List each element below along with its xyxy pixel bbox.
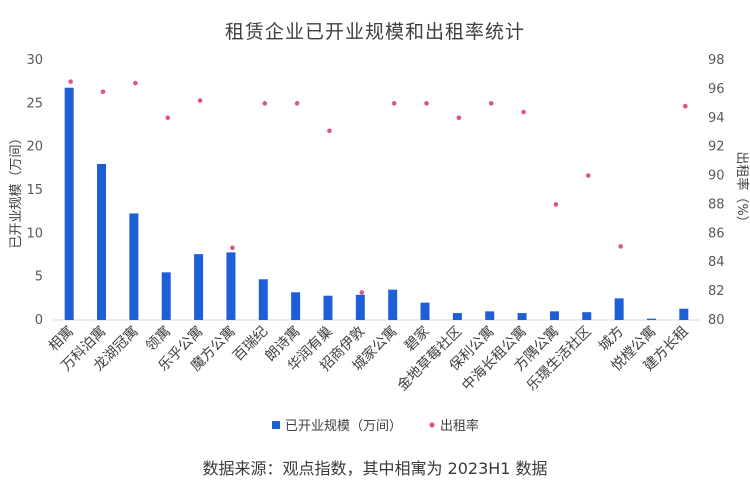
- bar: [161, 272, 171, 320]
- y-right-tick-label: 86: [708, 226, 725, 241]
- bar: [388, 289, 398, 320]
- left-axis: 0 5 10 15 20 25 30: [26, 53, 43, 328]
- scatter-point: [488, 101, 494, 106]
- y-left-tick-label: 20: [26, 140, 43, 155]
- bar: [485, 311, 495, 320]
- scatter-point: [391, 101, 397, 106]
- bar: [64, 87, 74, 320]
- y-right-tick-label: 88: [708, 197, 725, 212]
- legend: 已开业规模（万间） 出租率: [272, 418, 479, 434]
- y-left-tick-label: 25: [26, 96, 43, 111]
- bar: [97, 164, 107, 320]
- y-right-tick-label: 98: [708, 53, 725, 68]
- scatter-point: [327, 128, 332, 134]
- y-left-tick-label: 30: [26, 53, 43, 68]
- scatter-point: [683, 103, 688, 109]
- y-left-tick-label: 15: [26, 183, 43, 198]
- chart-title: 租赁企业已开业规模和出租率统计: [225, 21, 525, 43]
- bar: [517, 313, 527, 320]
- scatter-point: [262, 101, 268, 106]
- y-right-tick-label: 82: [708, 284, 725, 299]
- bar: [582, 312, 592, 320]
- y-axis-right-title: 出租率（%）: [734, 151, 750, 228]
- scatter-point: [230, 245, 235, 251]
- y-right-tick-label: 92: [708, 140, 725, 155]
- scatter-point: [133, 80, 138, 86]
- y-right-tick-label: 84: [708, 255, 725, 270]
- y-right-tick-label: 96: [708, 82, 725, 97]
- bar: [226, 252, 236, 320]
- bar: [452, 313, 462, 320]
- scatter-point: [521, 109, 526, 115]
- scatter-point: [618, 244, 623, 249]
- bar: [614, 298, 624, 320]
- scatter-point: [359, 290, 365, 295]
- source-note: 数据来源：观点指数，其中相寓为 2023H1 数据: [202, 459, 548, 478]
- legend-dot-label: 出租率: [440, 418, 479, 434]
- bar: [258, 279, 268, 320]
- bar: [646, 318, 656, 320]
- right-axis: 80 82 84 86 88 90 92 94 96 98: [708, 53, 725, 328]
- y-right-tick-label: 80: [708, 313, 725, 328]
- scatter-point: [100, 89, 106, 95]
- scatter-point: [165, 115, 171, 121]
- chart-svg: 租赁企业已开业规模和出租率统计 0 5 10 15 20 25 30 80 82 84 86 88 9…: [9, 21, 750, 434]
- scatter-point: [456, 115, 462, 121]
- bar: [291, 292, 301, 320]
- bar: [679, 308, 689, 320]
- legend-bar-swatch: [272, 421, 280, 429]
- y-right-tick-label: 94: [708, 111, 725, 126]
- scatter-point: [294, 101, 300, 106]
- y-left-tick-label: 10: [26, 226, 43, 241]
- bar: [323, 295, 333, 320]
- y-left-tick-label: 5: [35, 270, 43, 285]
- bar: [549, 311, 559, 320]
- scatter-point: [424, 101, 429, 106]
- scatter-point: [197, 98, 203, 103]
- scatter-point: [68, 79, 73, 84]
- y-left-tick-label: 0: [35, 313, 43, 328]
- bar: [420, 302, 430, 320]
- legend-bar-label: 已开业规模（万间）: [285, 419, 402, 434]
- scatter-point: [553, 202, 559, 207]
- scatter-series: [68, 79, 688, 295]
- bar: [129, 213, 139, 320]
- y-axis-left-title: 已开业规模（万间）: [9, 131, 24, 248]
- bar: [355, 294, 365, 320]
- bar-series: [64, 87, 689, 320]
- category-label: 百瑞纪: [230, 324, 271, 365]
- legend-dot-swatch: [429, 422, 435, 428]
- scatter-point: [585, 173, 591, 178]
- y-right-tick-label: 90: [708, 169, 725, 184]
- bar: [194, 254, 204, 320]
